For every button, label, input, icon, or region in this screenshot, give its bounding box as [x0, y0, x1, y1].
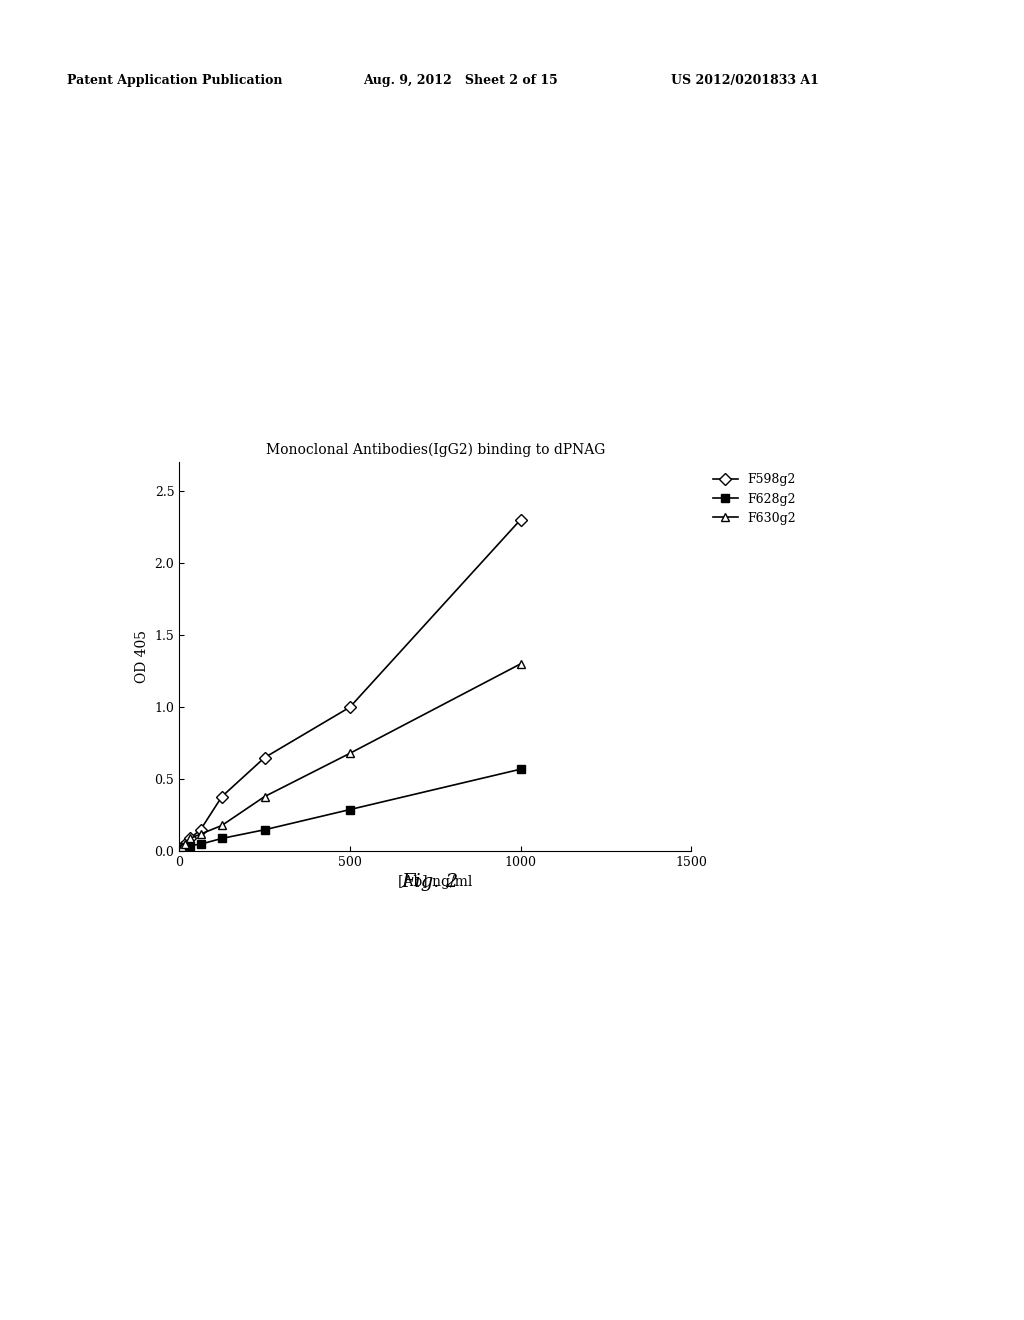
Title: Monoclonal Antibodies(IgG2) binding to dPNAG: Monoclonal Antibodies(IgG2) binding to d… — [265, 442, 605, 457]
F628g2 — [514, 762, 526, 777]
Text: Fig. 2: Fig. 2 — [401, 873, 459, 891]
F630g2 — [183, 830, 196, 846]
Line: F598g2: F598g2 — [175, 516, 524, 855]
F630g2 — [195, 826, 207, 842]
F598g2 — [178, 837, 190, 853]
F628g2 — [178, 840, 190, 855]
F628g2 — [176, 841, 188, 857]
F628g2 — [216, 830, 228, 846]
Text: Aug. 9, 2012   Sheet 2 of 15: Aug. 9, 2012 Sheet 2 of 15 — [364, 74, 558, 87]
X-axis label: [Ab] ng/ml: [Ab] ng/ml — [398, 875, 472, 888]
F598g2 — [344, 700, 356, 715]
F630g2 — [176, 840, 188, 855]
F630g2 — [216, 817, 228, 833]
Text: US 2012/0201833 A1: US 2012/0201833 A1 — [671, 74, 818, 87]
F628g2 — [195, 837, 207, 853]
F598g2 — [514, 512, 526, 528]
Legend: F598g2, F628g2, F630g2: F598g2, F628g2, F630g2 — [708, 469, 802, 529]
F630g2 — [514, 656, 526, 672]
Line: F630g2: F630g2 — [175, 660, 524, 855]
F628g2 — [258, 822, 270, 838]
F598g2 — [183, 830, 196, 846]
Text: Patent Application Publication: Patent Application Publication — [67, 74, 282, 87]
F630g2 — [178, 837, 190, 853]
F628g2 — [173, 843, 185, 859]
F628g2 — [344, 801, 356, 817]
F630g2 — [173, 843, 185, 859]
Line: F628g2: F628g2 — [175, 766, 524, 855]
F630g2 — [258, 788, 270, 804]
F598g2 — [173, 843, 185, 859]
F630g2 — [344, 746, 356, 762]
F598g2 — [176, 840, 188, 855]
F598g2 — [195, 822, 207, 838]
F598g2 — [258, 750, 270, 766]
F598g2 — [216, 788, 228, 804]
Y-axis label: OD 405: OD 405 — [135, 630, 148, 684]
F628g2 — [183, 838, 196, 854]
